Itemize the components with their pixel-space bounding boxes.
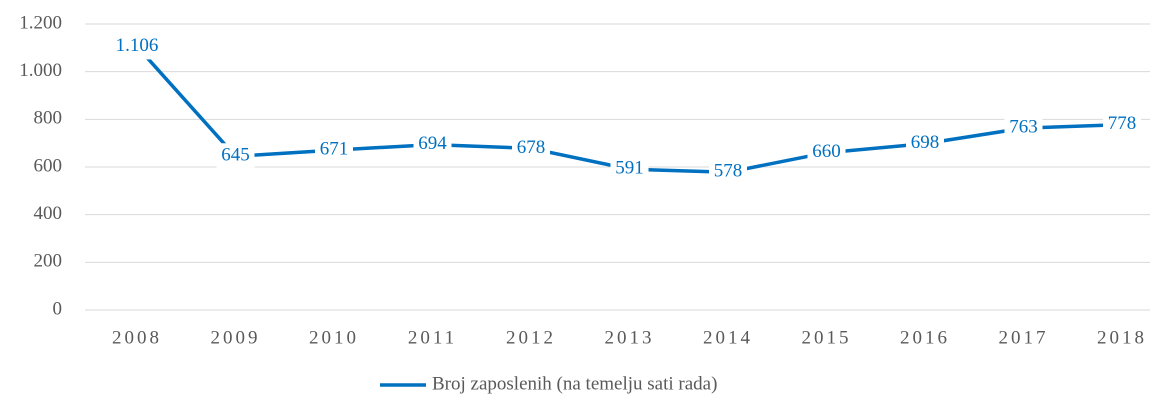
value-label-bg [1004,115,1043,142]
y-tick-label: 1.000 [19,60,62,81]
x-tick-label: 2010 [309,327,359,348]
value-label: 671 [320,138,349,159]
value-label: 678 [517,137,546,158]
value-label: 660 [812,141,841,162]
value-label-bg [610,156,649,183]
x-tick-label: 2011 [408,327,457,348]
x-tick-label: 2017 [999,327,1049,348]
x-tick-label: 2018 [1097,327,1147,348]
y-tick-label: 800 [34,108,63,129]
x-tick-label: 2009 [211,327,261,348]
x-tick-label: 2008 [112,327,162,348]
value-label: 1.106 [116,35,159,56]
value-label: 694 [418,133,447,154]
value-label-bg [1103,111,1141,138]
value-label: 763 [1009,117,1038,138]
x-tick-label: 2015 [802,327,852,348]
value-label: 578 [714,161,743,182]
value-label-bg [906,130,944,157]
value-label-bg [315,137,353,164]
data-line [135,45,1123,174]
value-label-bg [709,159,747,186]
value-label-bg [512,135,550,162]
value-label: 778 [1108,113,1137,134]
x-tick-label: 2013 [605,327,655,348]
value-label-bg [216,143,255,170]
y-tick-label: 0 [53,298,63,319]
value-label-bg [807,139,846,166]
legend-label: Broj zaposlenih (na temelju sati rada) [432,373,717,394]
value-label-bg [413,131,452,158]
y-tick-label: 400 [34,203,63,224]
y-tick-label: 600 [34,155,63,176]
x-tick-label: 2012 [506,327,556,348]
value-label-bg [108,33,166,60]
value-label: 591 [615,158,644,179]
value-label: 645 [221,145,250,166]
x-tick-label: 2014 [703,327,753,348]
value-label: 698 [911,132,940,153]
y-tick-label: 200 [34,251,63,272]
y-tick-label: 1.200 [19,12,62,33]
x-tick-label: 2016 [900,327,950,348]
